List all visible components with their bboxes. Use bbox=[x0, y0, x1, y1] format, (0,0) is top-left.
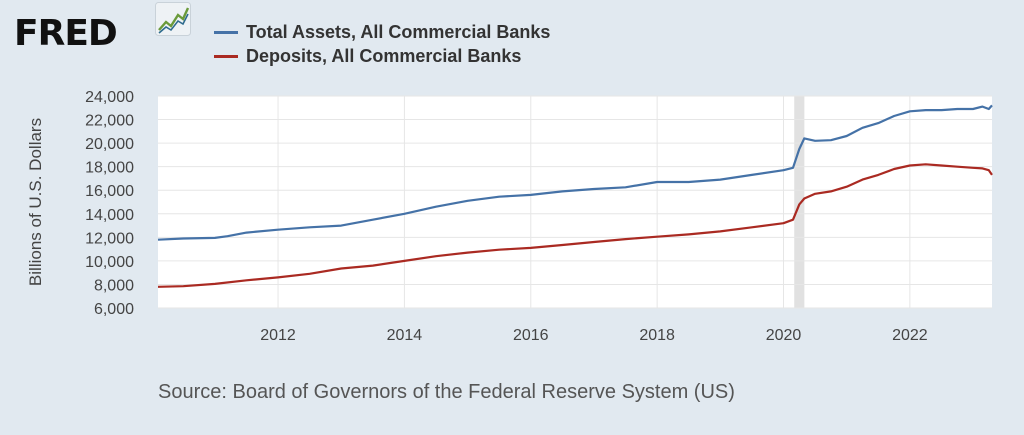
series-line-deposits bbox=[157, 163, 993, 288]
y-tick-label: 6,000 bbox=[94, 301, 134, 318]
x-tick-label: 2020 bbox=[766, 327, 802, 344]
legend-swatch-deposits bbox=[214, 54, 238, 58]
x-tick-label: 2018 bbox=[639, 327, 675, 344]
fred-logo[interactable]: FRED bbox=[14, 13, 118, 54]
y-tick-label: 20,000 bbox=[85, 136, 134, 153]
y-tick-label: 16,000 bbox=[85, 183, 134, 200]
y-axis-label: Billions of U.S. Dollars bbox=[26, 118, 45, 286]
x-tick-label: 2022 bbox=[892, 327, 928, 344]
x-tick-label: 2014 bbox=[387, 327, 423, 344]
y-tick-label: 10,000 bbox=[85, 254, 134, 271]
y-tick-label: 12,000 bbox=[85, 230, 134, 247]
legend-item-assets[interactable]: Total Assets, All Commercial Banks bbox=[214, 20, 550, 44]
logo-text: FRED bbox=[14, 13, 118, 54]
legend-item-deposits[interactable]: Deposits, All Commercial Banks bbox=[214, 44, 550, 68]
legend-swatch-assets bbox=[214, 30, 238, 34]
x-tick-label: 2016 bbox=[513, 327, 549, 344]
x-tick-label: 2012 bbox=[260, 327, 296, 344]
source-note: Source: Board of Governors of the Federa… bbox=[158, 381, 735, 403]
legend-label-deposits: Deposits, All Commercial Banks bbox=[246, 45, 522, 66]
y-tick-label: 22,000 bbox=[85, 113, 134, 130]
y-tick-label: 24,000 bbox=[85, 89, 134, 106]
chart-legend: Total Assets, All Commercial Banks Depos… bbox=[214, 20, 550, 68]
series-line-assets bbox=[157, 104, 993, 241]
y-tick-label: 8,000 bbox=[94, 277, 134, 294]
plot-area bbox=[158, 96, 992, 308]
y-tick-label: 18,000 bbox=[85, 160, 134, 177]
legend-label-assets: Total Assets, All Commercial Banks bbox=[246, 21, 551, 42]
y-tick-label: 14,000 bbox=[85, 207, 134, 224]
line-chart-icon bbox=[155, 2, 191, 36]
recession-band bbox=[794, 96, 805, 308]
